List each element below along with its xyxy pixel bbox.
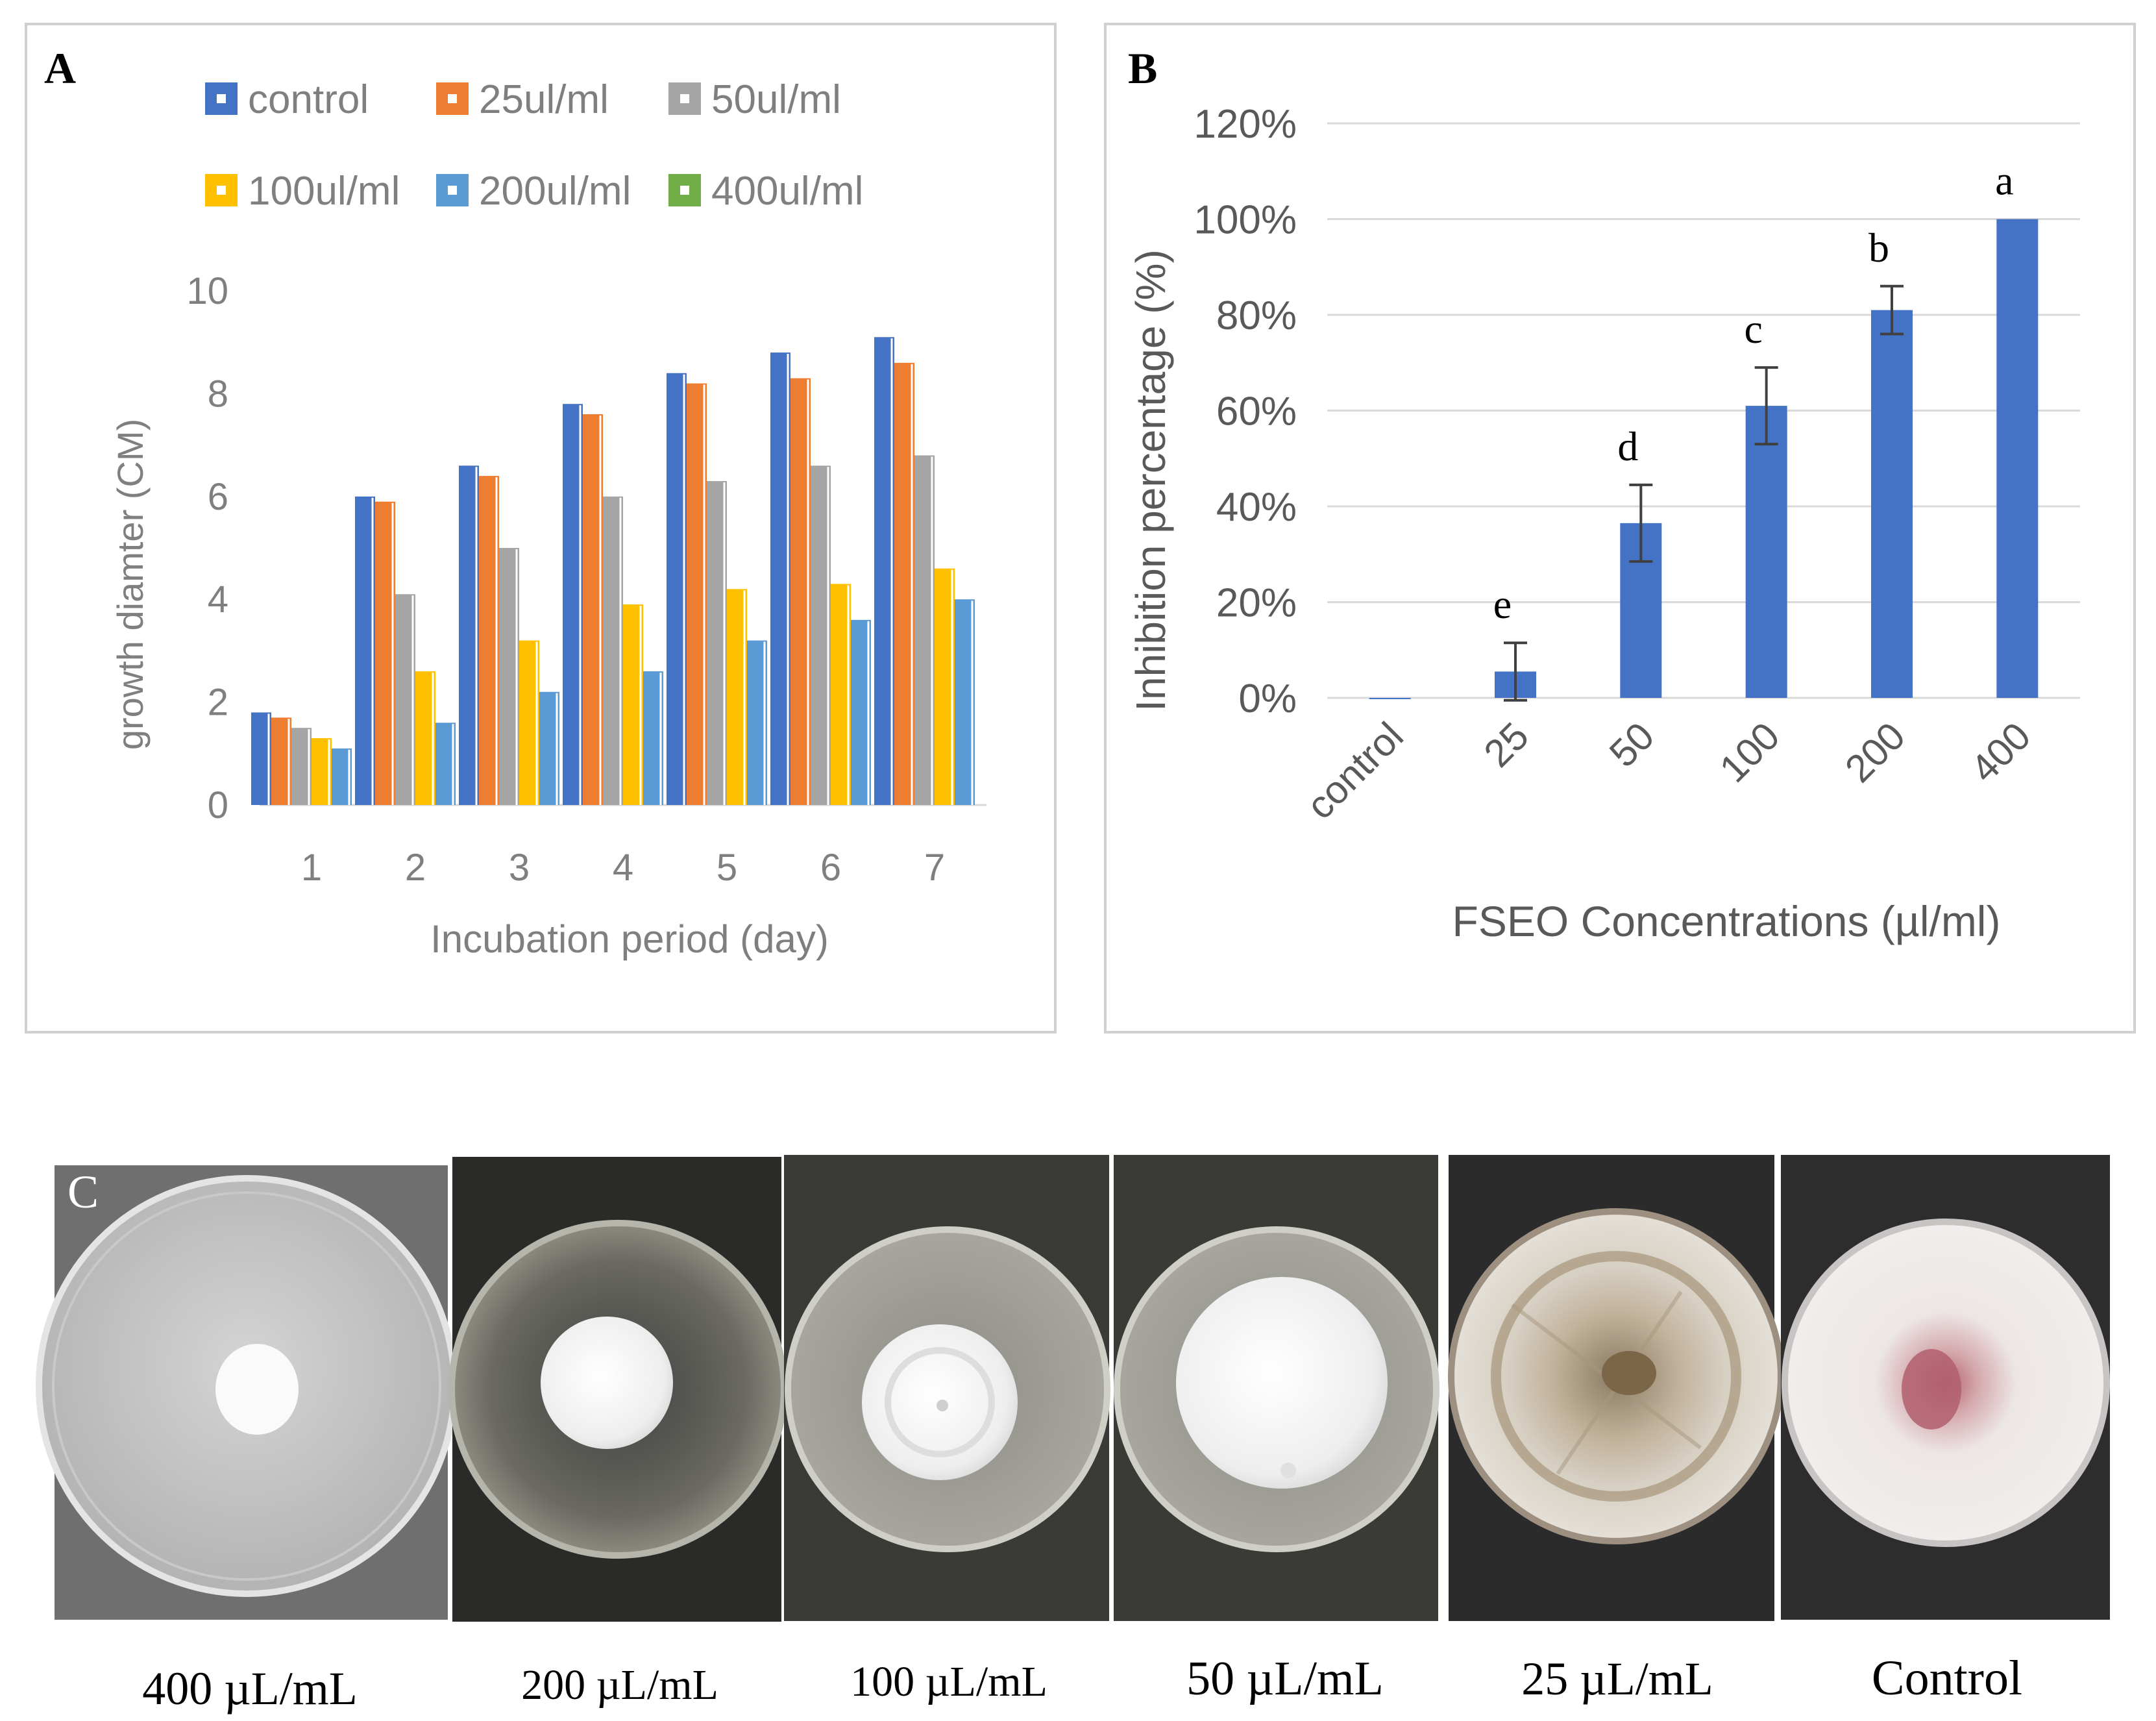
panel-a-ytick-label: 10	[186, 270, 228, 312]
panel-a-ytick-label: 2	[208, 682, 228, 724]
panel-b-ytick-label: 40%	[1216, 485, 1297, 530]
panel-a-legend-swatch-mark	[448, 94, 457, 103]
panel-a-legend-label: 100ul/ml	[248, 169, 400, 214]
panel-a-legend-swatch-mark	[680, 94, 689, 103]
panel-c-labels: 400 µL/mL 200 µL/mL 100 µL/mL 50 µL/mL 25 µL…	[142, 1651, 2022, 1715]
panel-a-xtick-label: 6	[820, 847, 841, 889]
panel-b-ytick-label: 0%	[1238, 676, 1297, 721]
panel-a-legend-swatch-mark	[217, 94, 226, 103]
panel-a-ylabel: growth diamter (CM)	[110, 419, 151, 750]
panel-b-bar	[1745, 406, 1787, 698]
panel-b-ytick-label: 80%	[1216, 293, 1297, 338]
plate-400-photo	[36, 1165, 458, 1620]
panel-b-significance-letter: b	[1868, 225, 1889, 271]
panel-a-legend-label: 25ul/ml	[479, 77, 609, 122]
panel-b-significance-letter: c	[1744, 306, 1762, 352]
panel-b-bar	[1369, 698, 1411, 699]
panel-b-ytick-label: 60%	[1216, 390, 1297, 434]
panel-a-xtick-label: 5	[717, 847, 737, 889]
panel-a-ytick-label: 0	[208, 784, 228, 826]
panel-c-letter: C	[67, 1166, 99, 1218]
panel-a-legend-swatch-mark	[680, 186, 689, 195]
panel-a-xtick-label: 3	[509, 847, 530, 889]
panel-a-ytick-label: 6	[208, 476, 228, 518]
panel-c: C 400 µL/mL 200 µL/mL 100 µL/mL 50 µL/mL 25 …	[36, 1155, 2110, 1715]
panel-b-frame	[1104, 23, 2136, 1034]
panel-b-ytick-label: 20%	[1216, 581, 1297, 626]
plate-label: 200 µL/mL	[521, 1661, 718, 1709]
panel-a-legend-swatch-mark	[217, 186, 226, 195]
panel-b-xlabel: FSEO Concentrations (µl/ml)	[1452, 897, 2001, 945]
panel-a-ytick-label: 4	[208, 578, 228, 621]
plate-label: 50 µL/mL	[1186, 1652, 1384, 1705]
panel-a-legend-label: 400ul/ml	[711, 169, 863, 214]
panel-b-significance-letter: a	[1995, 158, 2013, 204]
panel-a-xtick-label: 1	[301, 847, 322, 889]
panel-a-ytick-label: 8	[208, 373, 228, 415]
plate-control-photo	[1781, 1155, 2110, 1620]
plate-25-photo	[1448, 1155, 1784, 1621]
plate-label: 25 µL/mL	[1521, 1653, 1713, 1705]
panel-b-bar	[1871, 310, 1913, 698]
panel-a-legend-swatch-mark	[448, 186, 457, 195]
panel-a-xtick-label: 7	[924, 847, 945, 889]
plate-100-photo	[784, 1155, 1110, 1621]
panel-a-legend-label: control	[248, 77, 369, 122]
plate-50-photo	[1114, 1155, 1439, 1621]
panel-b-letter: B	[1128, 43, 1157, 93]
panel-a-legend: control 25ul/ml 50ul/ml 100ul/ml 200ul/ml 400…	[205, 77, 863, 214]
plate-label: Control	[1872, 1651, 2022, 1705]
panel-a-legend-label: 200ul/ml	[479, 169, 631, 214]
panel-b-significance-letter: e	[1493, 581, 1512, 627]
panel-b-ytick-label: 100%	[1194, 198, 1297, 243]
plate-label: 400 µL/mL	[142, 1663, 357, 1715]
panel-b-significance-letter: d	[1617, 423, 1638, 469]
plate-label: 100 µL/mL	[850, 1658, 1047, 1705]
panel-b-bar	[1996, 219, 2039, 698]
panel-a-xtick-label: 2	[405, 847, 426, 889]
plate-200-photo	[448, 1157, 787, 1622]
panel-a-letter: A	[44, 43, 76, 93]
panel-a-xtick-label: 4	[613, 847, 633, 889]
panel-b-ylabel: Inhibition percentage (%)	[1127, 249, 1174, 712]
panel-b-ytick-label: 120%	[1194, 102, 1297, 147]
panel-a-xlabel: Incubation period (day)	[430, 917, 829, 961]
panel-a-legend-label: 50ul/ml	[711, 77, 841, 122]
